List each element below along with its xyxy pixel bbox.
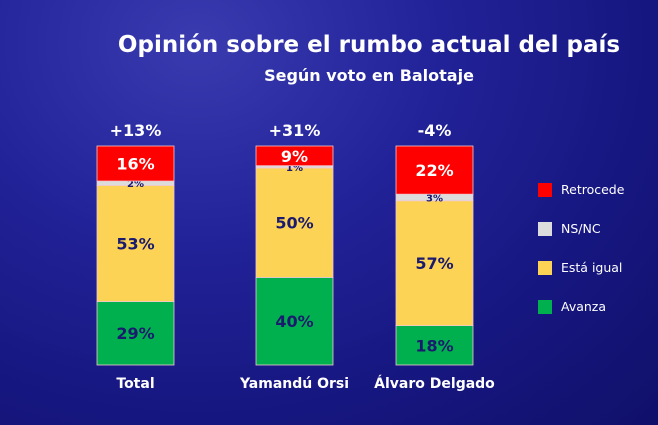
category-label: Total	[116, 376, 154, 392]
net-label: +13%	[110, 121, 162, 140]
bar-segment-est-igual	[255, 167, 334, 278]
data-label: 53%	[116, 234, 154, 253]
bar-segment-retrocede	[255, 145, 334, 167]
data-label: 40%	[275, 312, 313, 331]
bar-segment-est-igual	[96, 185, 175, 302]
legend-swatch	[538, 221, 552, 236]
net-label: -4%	[418, 121, 452, 140]
data-label: 18%	[415, 336, 453, 355]
legend-item: Avanza	[538, 299, 606, 314]
legend-item: NS/NC	[538, 221, 601, 236]
data-label: 29%	[116, 324, 154, 343]
data-label: 16%	[116, 155, 154, 174]
data-label: 3%	[426, 193, 443, 204]
bar-segment-retrocede	[395, 145, 474, 195]
data-label: 1%	[286, 163, 303, 174]
legend-label: Retrocede	[561, 182, 625, 197]
legend-label: Avanza	[561, 299, 607, 314]
chart-subtitle: Según voto en Balotaje	[264, 66, 474, 85]
data-label: 2%	[127, 179, 144, 190]
legend-swatch	[538, 182, 552, 197]
net-label: +31%	[269, 121, 321, 140]
bar-segment-est-igual	[395, 200, 474, 326]
bar-segment-avanza	[395, 325, 474, 366]
data-label: 9%	[281, 147, 308, 166]
legend-item: Está igual	[538, 260, 622, 275]
legend-item: Retrocede	[538, 182, 624, 197]
bar-segment-retrocede	[96, 145, 175, 182]
data-label: 57%	[415, 254, 453, 273]
category-label: Álvaro Delgado	[374, 375, 495, 392]
legend-label: NS/NC	[561, 221, 601, 236]
chart-title: Opinión sobre el rumbo actual del país	[117, 32, 621, 58]
legend-label: Está igual	[561, 260, 623, 275]
legend-swatch	[538, 299, 552, 314]
bar-segment-avanza	[96, 301, 175, 366]
data-label: 22%	[415, 161, 453, 180]
legend-swatch	[538, 260, 552, 275]
bar-segment-avanza	[255, 276, 334, 366]
category-label: Yamandú Orsi	[239, 376, 349, 392]
data-label: 50%	[275, 214, 313, 233]
